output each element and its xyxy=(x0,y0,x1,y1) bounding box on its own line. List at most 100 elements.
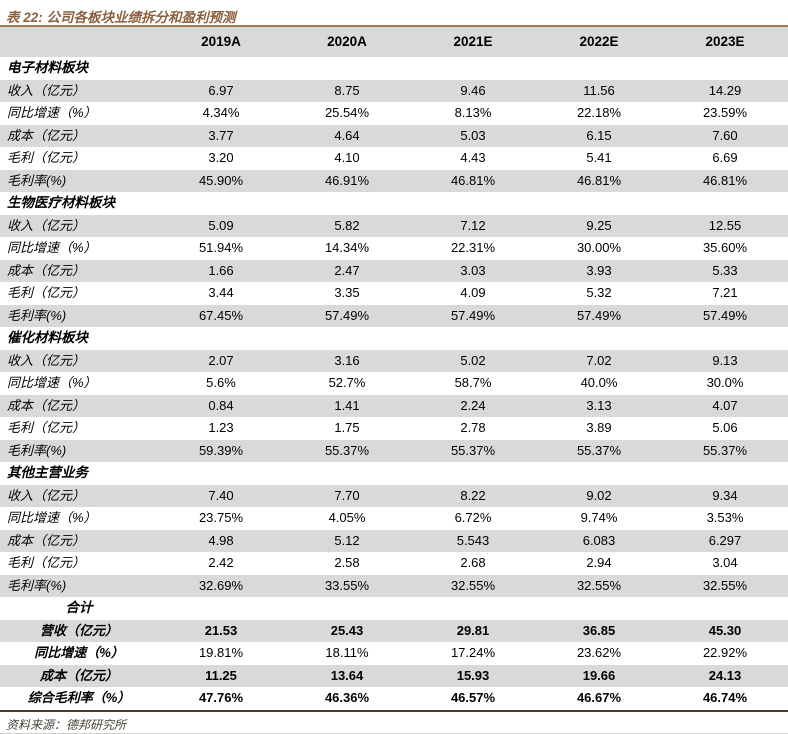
cell-value: 46.57% xyxy=(410,687,536,712)
cell-value: 4.05% xyxy=(328,510,366,525)
cell-value: 7.02 xyxy=(536,349,662,372)
cell-value: 4.34% xyxy=(202,105,240,120)
table-row: 毛利率(%) 45.90% 46.91% 46.81% 46.81% 46.81% xyxy=(0,169,788,192)
cell-value: 57.49% xyxy=(284,304,410,327)
cell-value: 46.91% xyxy=(284,169,410,192)
cell-value: 2.94 xyxy=(586,555,612,570)
table-row: 成本（亿元） 3.77 4.64 5.03 6.15 7.60 xyxy=(0,124,788,147)
table-row: 成本（亿元） 1.66 2.47 3.03 3.93 5.33 xyxy=(0,259,788,282)
cell-value: 23.75% xyxy=(198,510,244,525)
table-row: 收入（亿元） 5.09 5.82 7.12 9.25 12.55 xyxy=(0,214,788,237)
row-label: 毛利率(%) xyxy=(0,304,158,327)
cell-value: 45.30 xyxy=(662,619,788,642)
cell-value: 55.37% xyxy=(536,439,662,462)
table-row: 综合毛利率（%） 47.76% 46.36% 46.57% 46.67% 46.74% xyxy=(0,687,788,712)
cell-value: 45.90% xyxy=(158,169,284,192)
row-label: 营收（亿元） xyxy=(0,619,158,642)
row-label: 毛利（亿元） xyxy=(7,420,86,435)
table-row: 毛利（亿元） 3.44 3.35 4.09 5.32 7.21 xyxy=(0,282,788,305)
empty-cell xyxy=(536,597,662,620)
row-label: 同比增速（%） xyxy=(7,375,97,390)
cell-value: 2.58 xyxy=(334,555,360,570)
row-label: 成本（亿元） xyxy=(0,529,158,552)
row-label: 收入（亿元） xyxy=(0,484,158,507)
row-label: 综合毛利率（%） xyxy=(0,687,158,712)
cell-value: 6.69 xyxy=(712,150,738,165)
cell-value: 47.76% xyxy=(158,687,284,712)
table-row: 同比增速（%） 5.6% 52.7% 58.7% 40.0% 30.0% xyxy=(0,372,788,395)
table-row: 毛利（亿元） 3.20 4.10 4.43 5.41 6.69 xyxy=(0,147,788,170)
cell-value: 57.49% xyxy=(410,304,536,327)
section-header-row: 催化材料板块 xyxy=(0,327,788,350)
cell-value: 40.0% xyxy=(580,375,618,390)
cell-value: 4.98 xyxy=(158,529,284,552)
table-row: 毛利（亿元） 2.42 2.58 2.68 2.94 3.04 xyxy=(0,552,788,575)
cell-value: 5.41 xyxy=(586,150,612,165)
cell-value: 55.37% xyxy=(662,439,788,462)
cell-value: 1.23 xyxy=(208,420,234,435)
cell-value: 3.53% xyxy=(706,510,744,525)
table-row: 同比增速（%） 4.34% 25.54% 8.13% 22.18% 23.59% xyxy=(0,102,788,125)
cell-value: 2.78 xyxy=(460,420,486,435)
cell-value: 3.35 xyxy=(334,285,360,300)
section-header-row: 电子材料板块 xyxy=(0,57,788,80)
forecast-table: 2019A 2020A 2021E 2022E 2023E 电子材料板块 收入（亿… xyxy=(0,27,788,712)
cell-value: 3.93 xyxy=(536,259,662,282)
table-row: 成本（亿元） 0.84 1.41 2.24 3.13 4.07 xyxy=(0,394,788,417)
cell-value: 21.53 xyxy=(158,619,284,642)
cell-value: 46.74% xyxy=(662,687,788,712)
table-row: 同比增速（%） 19.81% 18.11% 17.24% 23.62% 22.92% xyxy=(0,642,788,665)
year-column-header: 2023E xyxy=(662,27,788,57)
cell-value: 55.37% xyxy=(410,439,536,462)
cell-value: 32.55% xyxy=(536,574,662,597)
cell-value: 67.45% xyxy=(158,304,284,327)
cell-value: 1.66 xyxy=(158,259,284,282)
section-title: 合计 xyxy=(65,600,93,615)
cell-value: 6.15 xyxy=(536,124,662,147)
section-title: 生物医疗材料板块 xyxy=(7,195,115,210)
cell-value: 14.34% xyxy=(324,240,370,255)
cell-value: 18.11% xyxy=(325,645,369,660)
cell-value: 11.56 xyxy=(536,79,662,102)
row-label: 毛利率(%) xyxy=(0,169,158,192)
row-label: 毛利（亿元） xyxy=(7,555,86,570)
cell-value: 52.7% xyxy=(328,375,366,390)
cell-value: 3.89 xyxy=(586,420,612,435)
cell-value: 36.85 xyxy=(536,619,662,642)
cell-value: 29.81 xyxy=(410,619,536,642)
row-label: 成本（亿元） xyxy=(0,664,158,687)
year-column-header: 2020A xyxy=(284,27,410,57)
cell-value: 4.64 xyxy=(284,124,410,147)
cell-value: 4.07 xyxy=(662,394,788,417)
cell-value: 12.55 xyxy=(662,214,788,237)
cell-value: 22.31% xyxy=(450,240,496,255)
cell-value: 59.39% xyxy=(158,439,284,462)
cell-value: 23.59% xyxy=(702,105,748,120)
cell-value: 5.543 xyxy=(410,529,536,552)
cell-value: 46.81% xyxy=(536,169,662,192)
cell-value: 46.81% xyxy=(662,169,788,192)
cell-value: 51.94% xyxy=(198,240,244,255)
cell-value: 3.04 xyxy=(712,555,738,570)
table-row: 毛利率(%) 32.69% 33.55% 32.55% 32.55% 32.55% xyxy=(0,574,788,597)
cell-value: 13.64 xyxy=(284,664,410,687)
section-title: 其他主营业务 xyxy=(7,465,88,480)
cell-value: 5.82 xyxy=(284,214,410,237)
cell-value: 9.13 xyxy=(662,349,788,372)
cell-value: 57.49% xyxy=(536,304,662,327)
cell-value: 9.74% xyxy=(580,510,618,525)
table-row: 毛利（亿元） 1.23 1.75 2.78 3.89 5.06 xyxy=(0,417,788,440)
section-header-row: 生物医疗材料板块 xyxy=(0,192,788,215)
row-label: 同比增速（%） xyxy=(7,510,97,525)
cell-value: 32.55% xyxy=(662,574,788,597)
section-header-row: 其他主营业务 xyxy=(0,462,788,485)
cell-value: 5.33 xyxy=(662,259,788,282)
cell-value: 7.40 xyxy=(158,484,284,507)
table-title: 表 22: 公司各板块业绩拆分和盈利预测 xyxy=(0,0,788,27)
cell-value: 4.10 xyxy=(334,150,360,165)
empty-cell xyxy=(284,597,410,620)
cell-value: 3.77 xyxy=(158,124,284,147)
cell-value: 5.6% xyxy=(206,375,236,390)
cell-value: 0.84 xyxy=(158,394,284,417)
row-label: 收入（亿元） xyxy=(0,349,158,372)
